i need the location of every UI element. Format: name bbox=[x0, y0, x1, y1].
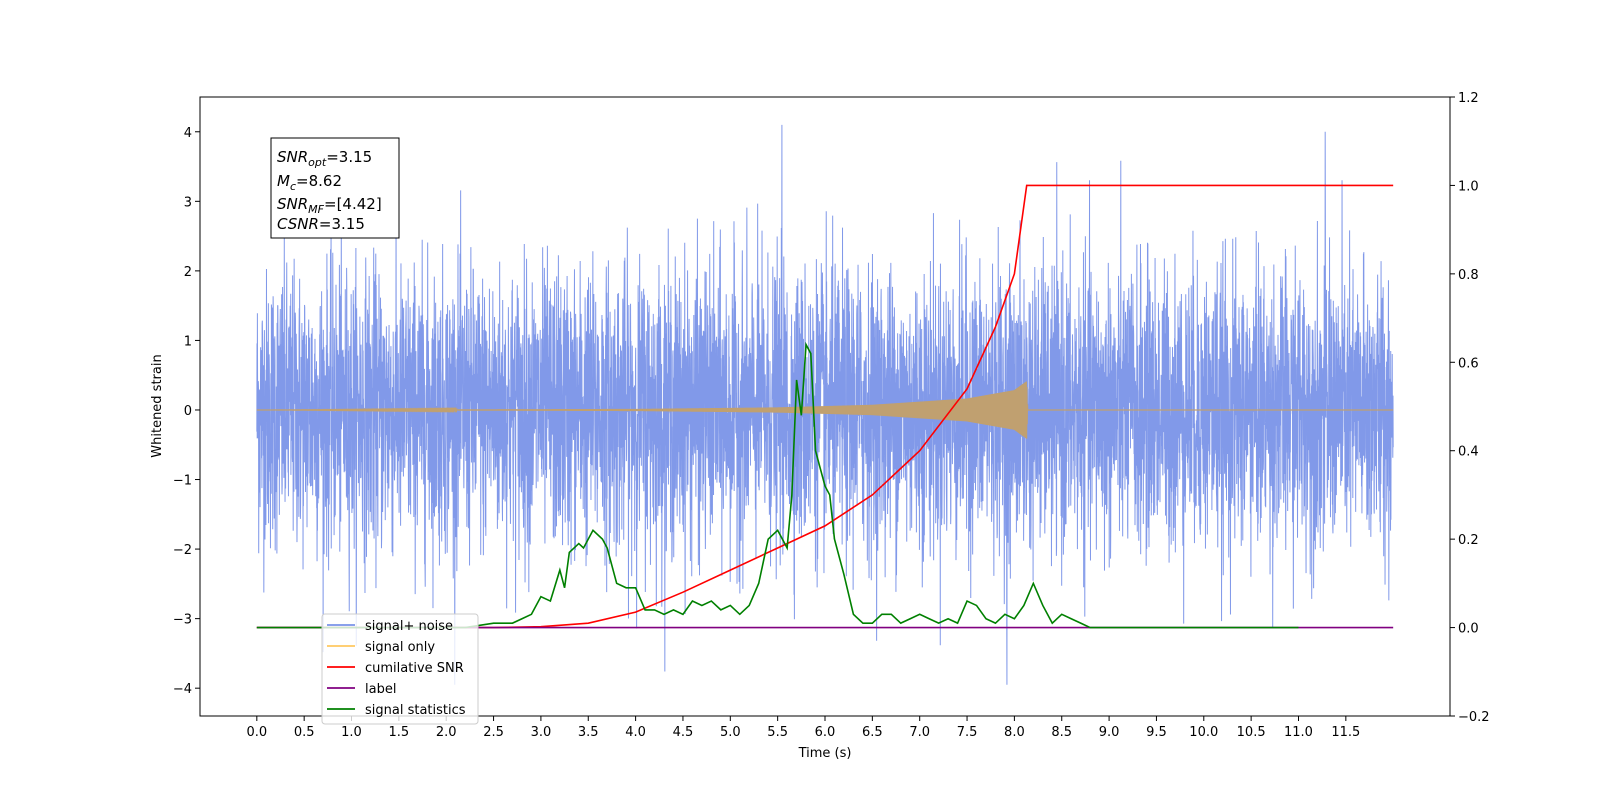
x-tick-label: 0.0 bbox=[246, 725, 267, 740]
y-tick-label: −1 bbox=[173, 474, 192, 489]
x-tick-label: 6.5 bbox=[862, 725, 883, 740]
x-tick-label: 1.5 bbox=[389, 725, 410, 740]
annotation-snr-mf: SNRMF=[4.42] bbox=[277, 195, 382, 216]
y-tick-label: 1 bbox=[184, 334, 192, 349]
x-tick-label: 9.5 bbox=[1146, 725, 1167, 740]
legend-label: signal statistics bbox=[365, 703, 466, 718]
y2-tick-label: 0.8 bbox=[1458, 268, 1479, 283]
series-layer bbox=[256, 124, 1394, 685]
legend-label: signal only bbox=[365, 640, 435, 655]
x-tick-label: 8.5 bbox=[1051, 725, 1072, 740]
y-tick-label: 4 bbox=[184, 126, 192, 141]
y-tick-label: −3 bbox=[173, 613, 192, 628]
y2-tick-label: −0.2 bbox=[1458, 710, 1490, 725]
annotation-mc: Mc=8.62 bbox=[277, 172, 342, 193]
x-tick-label: 6.0 bbox=[815, 725, 836, 740]
annotation-box: SNRopt=3.15 Mc=8.62 SNRMF=[4.42] CSNR=3.… bbox=[270, 137, 400, 239]
y-tick-label: 2 bbox=[184, 265, 192, 280]
y-axis-title: Whitened strain bbox=[150, 354, 165, 457]
legend-frame bbox=[321, 613, 479, 725]
y2-tick-label: 1.2 bbox=[1458, 91, 1479, 106]
x-tick-label: 8.0 bbox=[1004, 725, 1025, 740]
y2-tick-label: 0.6 bbox=[1458, 356, 1479, 371]
x-tick-label: 2.5 bbox=[483, 725, 504, 740]
annotation-snr-opt: SNRopt=3.15 bbox=[277, 148, 372, 169]
x-axis: 0.0 0.5 1.0 1.5 2.0 2.5 3.0 3.5 4.0 4.5 5.0 5.5 6.0 6… bbox=[246, 716, 1360, 740]
x-tick-label: 9.0 bbox=[1099, 725, 1120, 740]
series-signal-statistics bbox=[256, 341, 1299, 629]
annotation-frame bbox=[270, 137, 400, 239]
x-tick-label: 5.5 bbox=[767, 725, 788, 740]
y2-tick-label: 0.2 bbox=[1458, 533, 1479, 548]
x-tick-label: 4.0 bbox=[625, 725, 646, 740]
y2-tick-label: 1.0 bbox=[1458, 179, 1479, 194]
x-tick-label: 4.5 bbox=[673, 725, 694, 740]
y-tick-label: −4 bbox=[173, 682, 192, 697]
x-tick-label: 7.0 bbox=[909, 725, 930, 740]
y-axis-right: −0.2 0.0 0.2 0.4 0.6 0.8 1.0 1.2 bbox=[1450, 91, 1490, 725]
annotation-csnr: CSNR=3.15 bbox=[277, 215, 365, 233]
x-tick-label: 3.5 bbox=[578, 725, 599, 740]
legend-label: cumilative SNR bbox=[365, 661, 464, 676]
series-signal-only bbox=[256, 381, 1394, 439]
x-tick-label: 1.0 bbox=[341, 725, 362, 740]
x-tick-label: 11.5 bbox=[1331, 725, 1360, 740]
y-tick-label: −2 bbox=[173, 543, 192, 558]
y-axis-left: −4 −3 −2 −1 0 1 2 3 4 bbox=[173, 126, 200, 697]
y-tick-label: 0 bbox=[184, 404, 192, 419]
x-tick-label: 5.0 bbox=[720, 725, 741, 740]
x-tick-label: 0.5 bbox=[294, 725, 315, 740]
x-tick-label: 3.0 bbox=[531, 725, 552, 740]
y-tick-label: 3 bbox=[184, 195, 192, 210]
x-tick-label: 10.5 bbox=[1237, 725, 1266, 740]
series-cumilative-snr bbox=[256, 184, 1394, 629]
legend-label: label bbox=[365, 682, 396, 697]
legend: signal+ noise signal only cumilative SNR la… bbox=[321, 613, 479, 725]
x-tick-label: 11.0 bbox=[1284, 725, 1313, 740]
y2-tick-label: 0.0 bbox=[1458, 622, 1479, 637]
x-axis-title: Time (s) bbox=[798, 746, 852, 761]
x-tick-label: 7.5 bbox=[957, 725, 978, 740]
y2-tick-label: 0.4 bbox=[1458, 445, 1479, 460]
x-tick-label: 10.0 bbox=[1189, 725, 1218, 740]
legend-label: signal+ noise bbox=[365, 619, 453, 634]
series-signal-noise bbox=[256, 124, 1394, 685]
x-tick-label: 2.0 bbox=[436, 725, 457, 740]
